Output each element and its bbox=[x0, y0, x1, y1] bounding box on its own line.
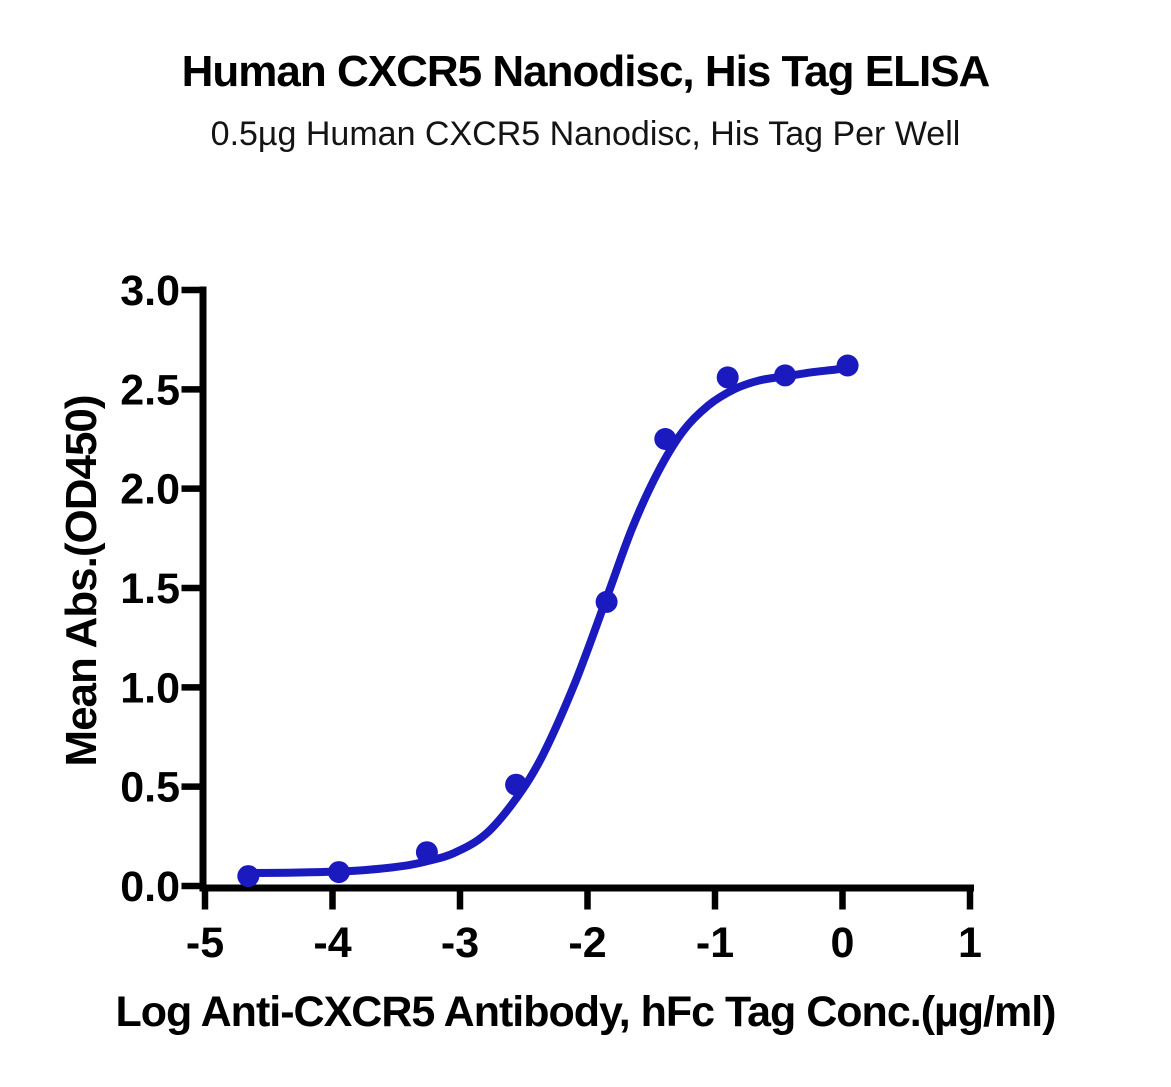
data-point bbox=[415, 841, 438, 864]
data-point bbox=[654, 428, 677, 450]
y-tick-label: 2.0 bbox=[120, 466, 180, 514]
x-tick-label: -4 bbox=[313, 919, 351, 967]
x-tick-label: -2 bbox=[568, 919, 606, 967]
x-tick-label: -1 bbox=[696, 919, 734, 967]
fit-curve bbox=[244, 363, 853, 878]
y-tick-label: 3.0 bbox=[120, 267, 180, 315]
data-point bbox=[836, 354, 859, 377]
x-axis-title: Log Anti-CXCR5 Antibody, hFc Tag Conc.(µ… bbox=[115, 988, 1056, 1036]
x-tick-label: 1 bbox=[958, 919, 982, 967]
y-tick-label: 0.0 bbox=[120, 863, 180, 911]
data-point bbox=[716, 366, 739, 389]
data-point bbox=[237, 865, 260, 888]
y-tick-label: 1.0 bbox=[120, 664, 180, 712]
y-axis-title: Mean Abs.(OD450) bbox=[57, 395, 106, 767]
data-point bbox=[505, 773, 528, 796]
data-point bbox=[327, 861, 350, 884]
x-tick-label: -5 bbox=[186, 919, 224, 967]
data-point bbox=[595, 590, 618, 613]
chart-subtitle: 0.5µg Human CXCR5 Nanodisc, His Tag Per … bbox=[210, 115, 961, 153]
data-point bbox=[774, 364, 797, 387]
chart-title: Human CXCR5 Nanodisc, His Tag ELISA bbox=[181, 47, 991, 96]
x-tick-label: -3 bbox=[441, 919, 479, 967]
y-tick-label: 0.5 bbox=[120, 764, 180, 812]
y-tick-label: 1.5 bbox=[120, 565, 180, 613]
y-tick-label: 2.5 bbox=[120, 366, 180, 414]
x-tick-label: 0 bbox=[831, 919, 855, 967]
